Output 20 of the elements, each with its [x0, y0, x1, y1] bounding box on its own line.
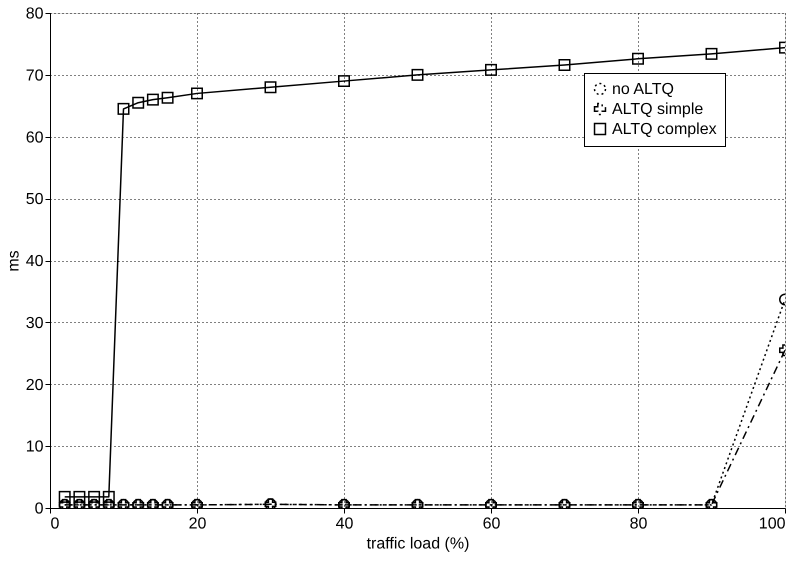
- y-tick-label: 50: [26, 191, 44, 208]
- y-tick-label: 30: [26, 314, 44, 332]
- x-tick-label: 80: [630, 516, 648, 532]
- y-tick-label: 60: [26, 129, 44, 146]
- legend-label: no ALTQ: [612, 81, 674, 98]
- x-tick-label: 20: [188, 516, 206, 532]
- y-axis-title: ms: [6, 250, 23, 272]
- x-tick-label: 60: [482, 516, 500, 532]
- y-tick-label: 70: [26, 67, 44, 84]
- y-tick-label: 80: [26, 6, 44, 22]
- legend-label: ALTQ complex: [612, 121, 717, 138]
- x-tick-label: 0: [50, 516, 60, 532]
- x-tick-label: 100: [758, 516, 786, 532]
- x-axis-title: traffic load (%): [366, 536, 470, 552]
- legend-label: ALTQ simple: [612, 101, 704, 118]
- x-tick-label: 40: [336, 516, 354, 532]
- y-tick-label: 20: [26, 376, 44, 394]
- y-tick-label: 0: [34, 500, 44, 518]
- y-tick-label: 10: [26, 438, 44, 456]
- y-tick-label: 40: [26, 253, 44, 270]
